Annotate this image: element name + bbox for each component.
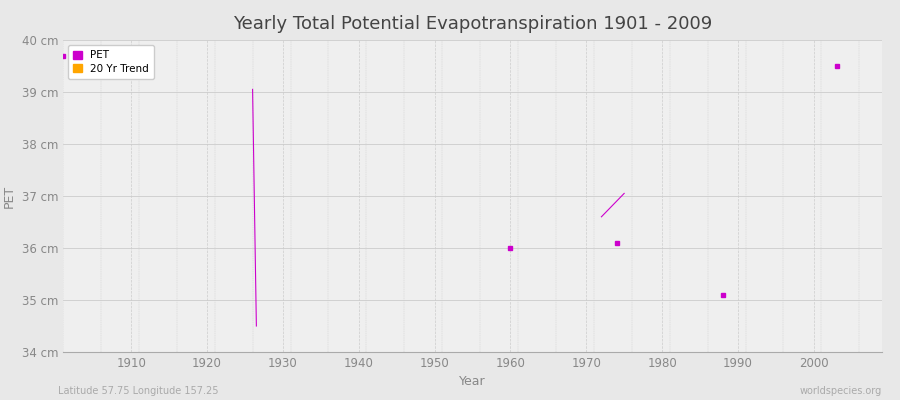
X-axis label: Year: Year — [459, 376, 486, 388]
Y-axis label: PET: PET — [3, 184, 16, 208]
Title: Yearly Total Potential Evapotranspiration 1901 - 2009: Yearly Total Potential Evapotranspiratio… — [233, 15, 712, 33]
Legend: PET, 20 Yr Trend: PET, 20 Yr Trend — [68, 45, 154, 79]
Text: Latitude 57.75 Longitude 157.25: Latitude 57.75 Longitude 157.25 — [58, 386, 219, 396]
Text: worldspecies.org: worldspecies.org — [800, 386, 882, 396]
